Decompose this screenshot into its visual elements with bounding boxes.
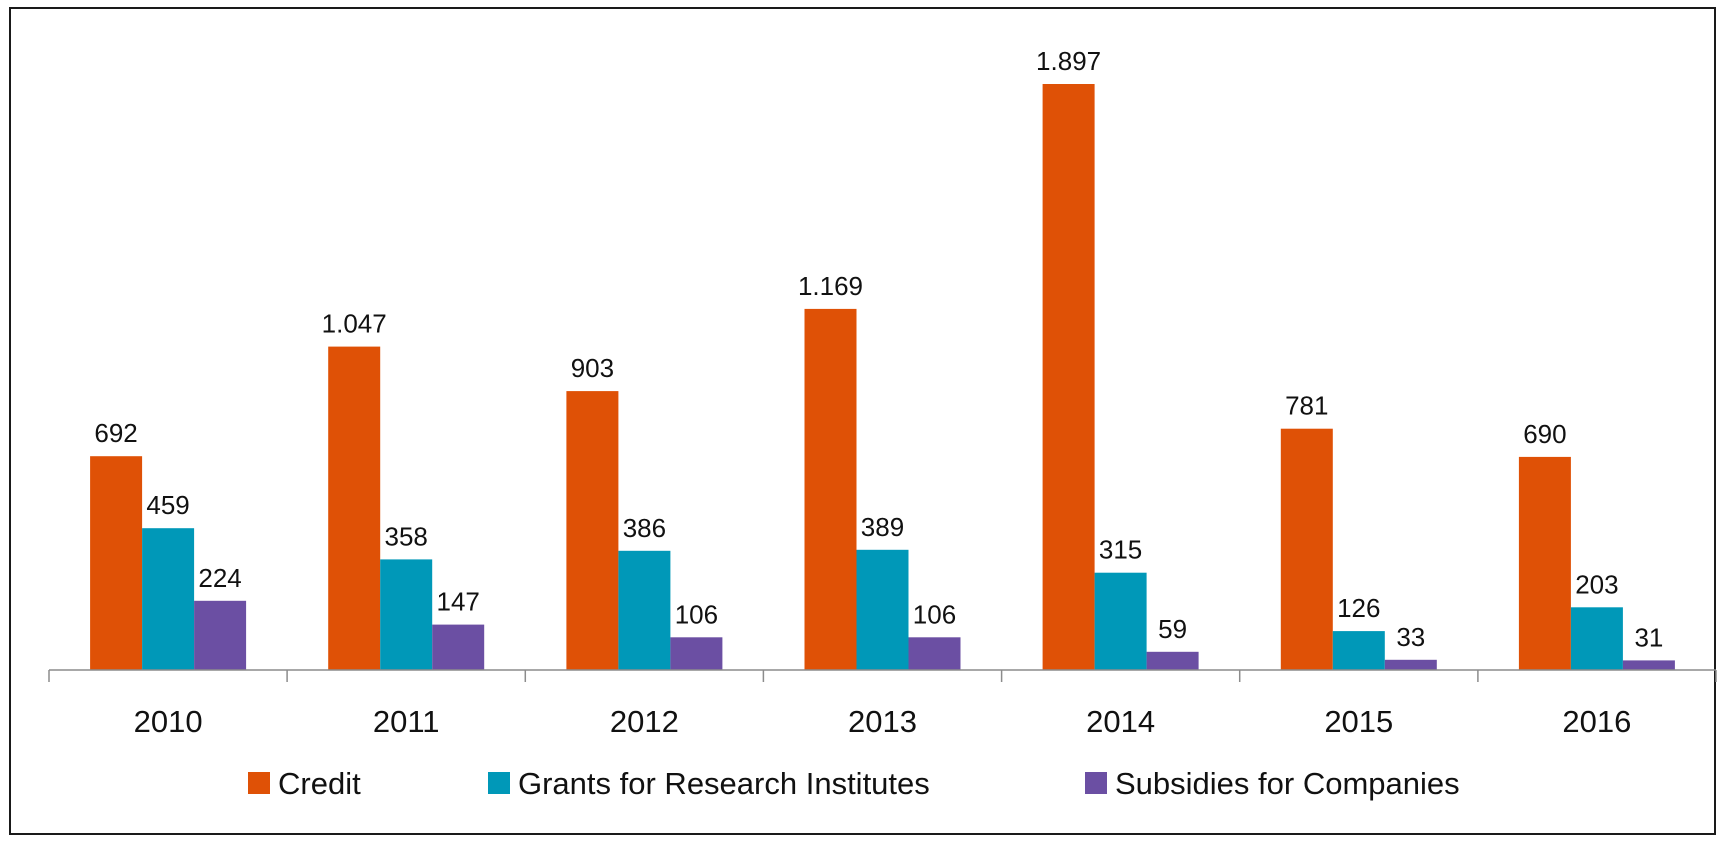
legend-swatch-1: [248, 772, 270, 794]
x-tick-label-2015: 2015: [1324, 704, 1393, 739]
legend-label-3: Subsidies for Companies: [1115, 766, 1460, 801]
bar-2013-series-1: [804, 308, 857, 670]
bar-chart: 692 459 224 1.047 358 147 903 386 106 1.169 389 106…: [48, 46, 1717, 801]
data-label-2011-series-3: 147: [437, 587, 480, 617]
data-label-2016-series-3: 31: [1634, 622, 1663, 652]
data-label-2016-series-2: 203: [1575, 569, 1618, 599]
data-label-2012-series-3: 106: [675, 599, 718, 629]
x-tick-label-2013: 2013: [848, 704, 917, 739]
x-tick-label-2012: 2012: [610, 704, 679, 739]
data-label-2011-series-2: 358: [385, 521, 428, 551]
data-label-2010-series-2: 459: [146, 490, 189, 520]
bar-2016-series-3: [1622, 660, 1675, 670]
bar-2011-series-2: [380, 559, 433, 670]
legend-label-2: Grants for Research Institutes: [518, 766, 930, 801]
bar-2014-series-3: [1146, 651, 1199, 670]
data-label-2015-series-1: 781: [1285, 391, 1328, 421]
legend-label-1: Credit: [278, 766, 361, 801]
data-label-2015-series-2: 126: [1337, 593, 1380, 623]
bar-2011-series-1: [328, 346, 381, 670]
data-label-2014-series-1: 1.897: [1036, 46, 1101, 76]
data-label-2013-series-3: 106: [913, 599, 956, 629]
data-label-2010-series-3: 224: [198, 563, 241, 593]
bar-2011-series-3: [432, 624, 485, 670]
data-label-2013-series-2: 389: [861, 512, 904, 542]
bar-2013-series-3: [908, 637, 961, 670]
data-label-2012-series-2: 386: [623, 513, 666, 543]
bar-2015-series-2: [1332, 631, 1385, 670]
x-tick-label-2010: 2010: [134, 704, 203, 739]
bar-2010-series-1: [90, 456, 143, 670]
bar-2013-series-2: [856, 549, 909, 670]
x-tick-label-2014: 2014: [1086, 704, 1155, 739]
bar-2016-series-1: [1518, 456, 1571, 670]
data-label-2014-series-2: 315: [1099, 535, 1142, 565]
bar-2012-series-1: [566, 391, 619, 670]
data-label-2012-series-1: 903: [571, 353, 614, 383]
bar-2015-series-1: [1280, 428, 1333, 670]
bar-2014-series-2: [1094, 572, 1147, 670]
data-label-2010-series-1: 692: [94, 418, 137, 448]
x-tick-label-2016: 2016: [1562, 704, 1631, 739]
bar-2010-series-3: [194, 600, 247, 670]
data-label-2011-series-1: 1.047: [322, 309, 387, 339]
data-label-2013-series-1: 1.169: [798, 271, 863, 301]
data-label-2015-series-3: 33: [1396, 622, 1425, 652]
chart-frame: 692 459 224 1.047 358 147 903 386 106 1.169 389 106…: [9, 7, 1717, 835]
bar-2016-series-2: [1570, 607, 1623, 670]
x-tick-label-2011: 2011: [373, 704, 440, 739]
legend-swatch-2: [488, 772, 510, 794]
bar-2015-series-3: [1384, 659, 1437, 670]
bar-2014-series-1: [1042, 84, 1095, 670]
data-label-2014-series-3: 59: [1158, 614, 1187, 644]
bar-2012-series-3: [670, 637, 723, 670]
bar-2012-series-2: [618, 550, 671, 670]
legend-swatch-3: [1085, 772, 1107, 794]
bar-2010-series-2: [142, 528, 195, 670]
data-label-2016-series-1: 690: [1523, 419, 1566, 449]
